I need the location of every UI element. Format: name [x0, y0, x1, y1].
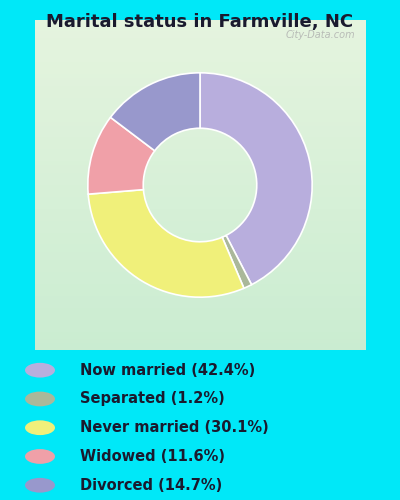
Ellipse shape	[25, 363, 55, 378]
Wedge shape	[88, 190, 244, 297]
Ellipse shape	[25, 392, 55, 406]
Text: City-Data.com: City-Data.com	[286, 30, 355, 40]
Wedge shape	[88, 118, 155, 194]
Text: Divorced (14.7%): Divorced (14.7%)	[80, 478, 222, 493]
Text: Never married (30.1%): Never married (30.1%)	[80, 420, 269, 435]
Ellipse shape	[25, 449, 55, 464]
Text: Marital status in Farmville, NC: Marital status in Farmville, NC	[46, 12, 354, 30]
Wedge shape	[200, 73, 312, 284]
Text: Separated (1.2%): Separated (1.2%)	[80, 392, 225, 406]
Text: Now married (42.4%): Now married (42.4%)	[80, 362, 255, 378]
Ellipse shape	[25, 420, 55, 435]
Wedge shape	[222, 236, 252, 288]
Ellipse shape	[25, 478, 55, 492]
Wedge shape	[110, 73, 200, 151]
Text: Widowed (11.6%): Widowed (11.6%)	[80, 449, 225, 464]
